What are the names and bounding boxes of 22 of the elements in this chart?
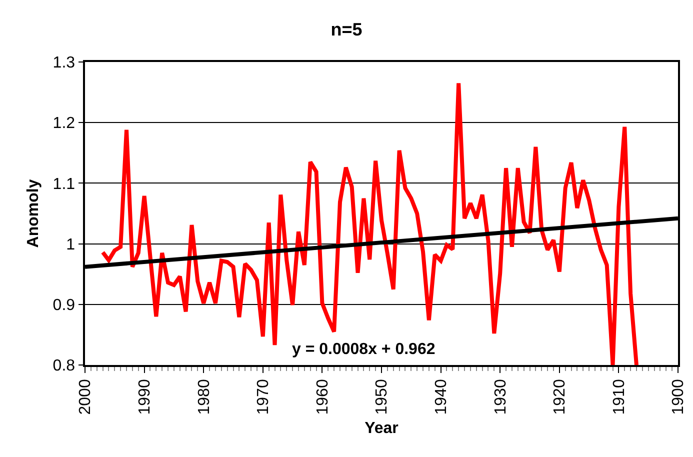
y-tick-label: 1.1 [52,176,76,193]
y-axis-title: Anomoly [25,179,42,248]
y-tick-label: 1.2 [52,115,76,132]
x-tick-label: 1940 [433,379,450,415]
x-tick-label: 1920 [552,379,569,415]
x-tick-label: 1950 [374,379,391,415]
x-tick-label: 1970 [255,379,272,415]
y-tick-label: 0.8 [52,358,76,375]
y-tick-label: 1.3 [52,54,76,72]
x-tick-label: 1930 [492,379,510,415]
y-tick-label: 0.9 [52,297,76,314]
chart-title: n=5 [330,19,362,40]
x-tick-label: 1900 [670,379,688,415]
x-tick-label: 1980 [196,379,213,415]
x-tick-label: 2000 [77,379,94,415]
annotation: y = 0.0008x + 0.962 [292,341,436,358]
x-tick-label: 1990 [136,379,154,415]
x-tick-label: 1960 [314,379,332,415]
y-tick-label: 1 [66,236,76,254]
x-tick-label: 1910 [610,379,628,415]
line-series [100,81,638,365]
x-axis-title: Year [364,420,398,437]
